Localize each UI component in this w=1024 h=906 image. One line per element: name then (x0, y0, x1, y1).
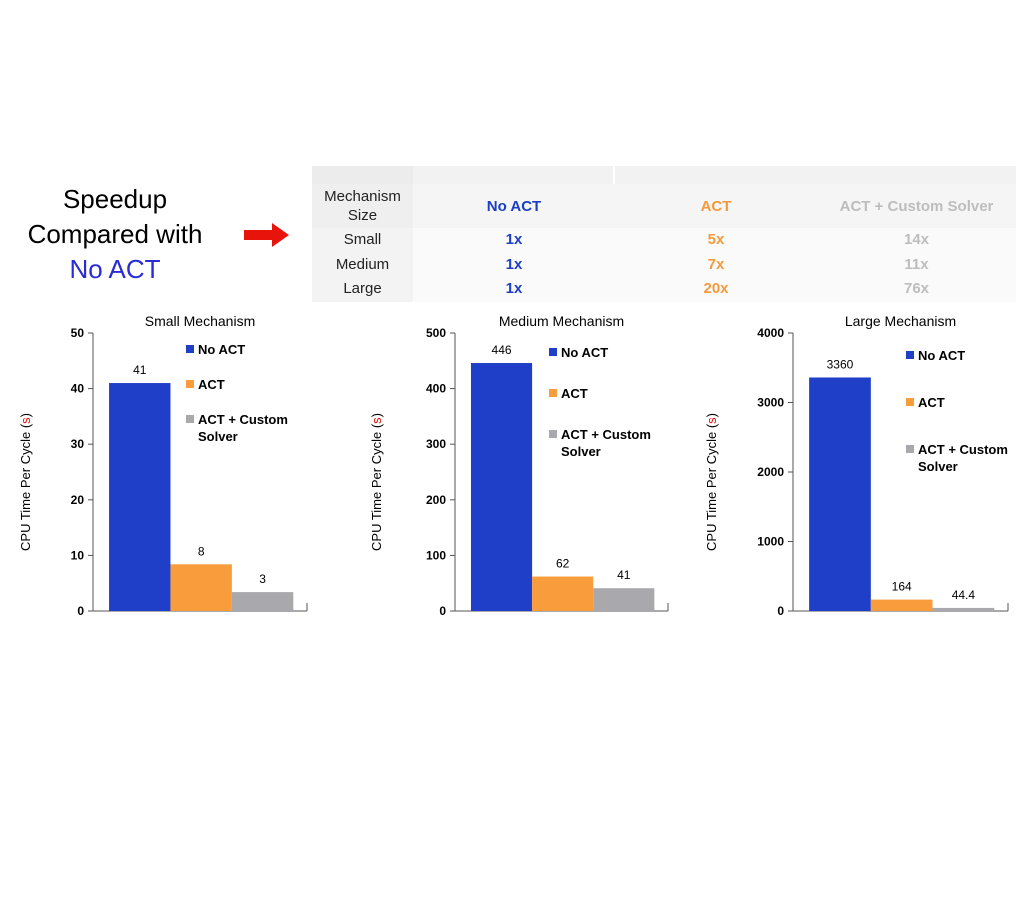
y-tick-label: 0 (77, 604, 84, 618)
row-custom: 76x (817, 277, 1016, 302)
y-tick-label: 2000 (757, 465, 784, 479)
row-no-act: 1x (413, 228, 615, 253)
legend-label: ACT (918, 395, 945, 410)
legend-label: ACT + Custom (561, 427, 651, 442)
speedup-line1: Speedup (62, 184, 168, 214)
y-axis-label: CPU Time Per Cycle (s) (369, 413, 384, 551)
bar-custom-solver (932, 607, 995, 611)
y-tick-label: 10 (71, 548, 85, 562)
y-tick-label: 40 (71, 382, 85, 396)
legend-swatch-no-act (906, 351, 914, 359)
legend-swatch-no-act (549, 348, 557, 356)
legend-swatch-act (906, 398, 914, 406)
data-label: 8 (198, 544, 205, 558)
data-label: 3360 (827, 357, 854, 371)
y-tick-label: 0 (777, 604, 784, 618)
y-tick-label: 1000 (757, 535, 784, 549)
chart-title: Small Mechanism (145, 313, 255, 329)
y-axis-label-text: CPU Time Per Cycle ( (704, 423, 719, 551)
row-size: Medium (312, 252, 413, 277)
bar-no-act (109, 383, 171, 611)
y-tick-label: 4000 (757, 326, 784, 340)
legend-label: Solver (198, 429, 238, 444)
speedup-label: Speedup Compared with No ACT (10, 182, 220, 287)
row-size: Small (312, 228, 413, 253)
legend-swatch-custom-solver (186, 415, 194, 423)
legend-label: No ACT (561, 345, 608, 360)
table-row: Medium 1x 7x 11x (312, 252, 1016, 277)
y-tick-label: 100 (426, 548, 446, 562)
legend-swatch-custom-solver (906, 445, 914, 453)
row-act: 7x (615, 252, 817, 277)
legend-label: No ACT (918, 348, 965, 363)
legend-label: ACT + Custom (918, 442, 1008, 457)
header-no-act: No ACT (486, 197, 542, 215)
table-header-spacer (312, 166, 1016, 184)
y-tick-label: 20 (71, 493, 85, 507)
row-custom: 11x (817, 252, 1016, 277)
bar-act (870, 599, 933, 611)
chart-title: Medium Mechanism (499, 313, 624, 329)
y-axis-label-text: ) (18, 413, 33, 417)
data-label: 164 (892, 580, 912, 594)
y-tick-label: 500 (426, 326, 446, 340)
legend-swatch-act (186, 380, 194, 388)
y-tick-label: 200 (426, 493, 446, 507)
row-act: 5x (615, 228, 817, 253)
bar-custom-solver (593, 588, 655, 611)
y-axis-unit: s (18, 417, 33, 424)
legend-label: ACT + Custom (198, 412, 288, 427)
legend-label: Solver (918, 459, 958, 474)
row-size: Large (312, 277, 413, 302)
right-arrow-icon (244, 223, 289, 247)
y-tick-label: 30 (71, 437, 85, 451)
row-no-act: 1x (413, 252, 615, 277)
y-axis-label-text: ) (369, 413, 384, 417)
header-act: ACT (700, 197, 732, 215)
legend-label: ACT (198, 377, 225, 392)
table-row: Small 1x 5x 14x (312, 228, 1016, 253)
legend-swatch-act (549, 389, 557, 397)
legend-swatch-custom-solver (549, 430, 557, 438)
bar-custom-solver (231, 592, 294, 611)
data-label: 3 (259, 572, 266, 586)
bar-act (170, 564, 232, 611)
legend-swatch-no-act (186, 345, 194, 353)
bar-no-act (470, 363, 533, 611)
data-label: 44.4 (952, 588, 976, 602)
bar-no-act (809, 377, 871, 611)
y-tick-label: 0 (439, 604, 446, 618)
y-axis-label-text: ) (704, 413, 719, 417)
y-tick-label: 300 (426, 437, 446, 451)
legend-label: Solver (561, 444, 601, 459)
y-axis-unit: s (369, 417, 384, 424)
y-tick-label: 400 (426, 382, 446, 396)
y-axis-unit: s (704, 417, 719, 424)
row-custom: 14x (817, 228, 1016, 253)
y-axis-label: CPU Time Per Cycle (s) (704, 413, 719, 551)
header-mechanism-size: Mechanism Size (312, 184, 413, 228)
speedup-line2: Compared with (27, 219, 203, 249)
data-label: 41 (133, 363, 147, 377)
y-tick-label: 50 (71, 326, 85, 340)
row-act: 20x (615, 277, 817, 302)
legend-label: ACT (561, 386, 588, 401)
chart-title: Large Mechanism (845, 313, 956, 329)
legend-label: No ACT (198, 342, 245, 357)
row-no-act: 1x (413, 277, 615, 302)
table-header-row: Mechanism Size No ACT ACT ACT + Custom S… (312, 184, 1016, 228)
y-tick-label: 3000 (757, 396, 784, 410)
data-label: 62 (556, 557, 570, 571)
speedup-table: Mechanism Size No ACT ACT ACT + Custom S… (312, 166, 1016, 302)
table-row: Large 1x 20x 76x (312, 277, 1016, 302)
data-label: 446 (492, 343, 512, 357)
header-custom-solver: ACT + Custom Solver (839, 197, 994, 215)
y-axis-label-text: CPU Time Per Cycle ( (18, 423, 33, 551)
bar-act (532, 576, 594, 611)
data-label: 41 (617, 568, 631, 582)
y-axis-label: CPU Time Per Cycle (s) (18, 413, 33, 551)
y-axis-label-text: CPU Time Per Cycle ( (369, 423, 384, 551)
speedup-line3: No ACT (69, 254, 161, 284)
